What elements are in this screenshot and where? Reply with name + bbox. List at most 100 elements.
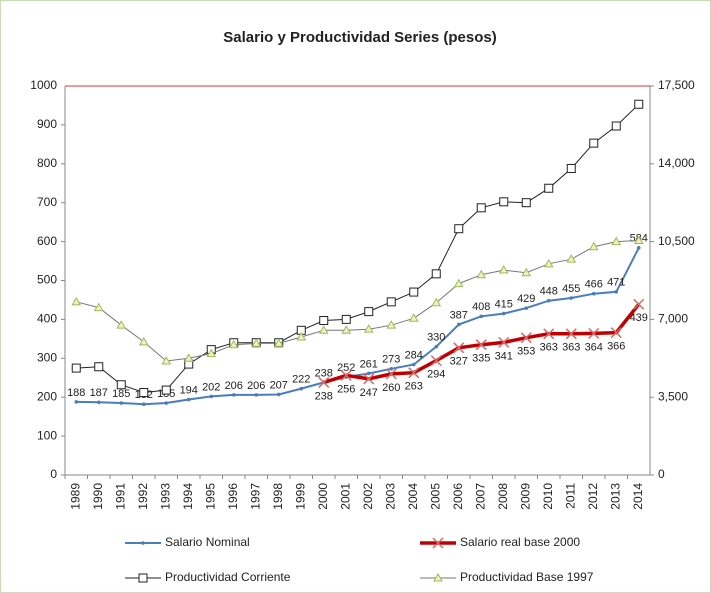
x-tick-label: 2009 (518, 483, 532, 510)
data-label: 335 (472, 353, 490, 365)
marker (71, 363, 81, 373)
x-tick-label: 2003 (383, 483, 397, 510)
marker (498, 336, 510, 348)
legend-label: Productividad Corriente (165, 570, 291, 584)
legend-label: Salario real base 2000 (460, 535, 580, 549)
data-label: 256 (337, 383, 355, 395)
marker (228, 339, 239, 349)
marker (521, 267, 532, 277)
marker (161, 355, 172, 365)
marker (566, 254, 577, 263)
marker (364, 307, 374, 317)
y2-tick-label: 7,000 (658, 312, 688, 326)
x-tick-label: 1989 (68, 483, 82, 510)
y-tick-label: 800 (37, 156, 57, 170)
data-label: 341 (495, 350, 513, 362)
data-label: 206 (225, 380, 243, 392)
x-tick-label: 2012 (586, 483, 600, 510)
marker (633, 298, 645, 310)
series-line (76, 247, 640, 406)
data-label: 366 (607, 341, 625, 353)
marker (164, 401, 169, 405)
marker (408, 313, 419, 322)
y2-tick-label: 10,500 (658, 234, 695, 248)
x-tick-label: 2002 (361, 483, 375, 510)
marker (341, 314, 351, 324)
data-label: 466 (585, 279, 603, 291)
marker (319, 316, 329, 326)
data-label: 263 (405, 381, 423, 393)
data-label: 238 (315, 367, 333, 379)
marker (71, 296, 82, 306)
marker (588, 241, 599, 251)
data-label: 327 (450, 356, 468, 368)
x-tick-label: 1990 (91, 483, 105, 510)
marker (363, 324, 374, 333)
marker (385, 368, 397, 380)
marker (433, 572, 443, 582)
marker (141, 541, 145, 545)
marker (520, 332, 532, 344)
x-tick-label: 2014 (631, 483, 645, 510)
data-label: 261 (360, 358, 378, 370)
marker (94, 362, 104, 372)
marker (251, 338, 262, 347)
marker (633, 235, 644, 244)
marker (431, 297, 442, 307)
marker (411, 362, 416, 367)
marker (340, 369, 352, 381)
marker (273, 338, 284, 347)
marker (476, 203, 486, 213)
x-tick-label: 1994 (181, 483, 195, 510)
y2-tick-label: 3,500 (658, 389, 688, 403)
data-label: 294 (427, 369, 445, 381)
data-label: 207 (270, 379, 288, 391)
marker (276, 392, 281, 397)
x-tick-label: 2006 (451, 483, 465, 510)
marker (431, 269, 441, 279)
legend-label: Productividad Base 1997 (460, 570, 594, 584)
marker (141, 402, 146, 407)
marker (341, 325, 352, 334)
marker (74, 400, 79, 404)
data-label: 415 (495, 298, 513, 310)
x-tick-label: 2007 (473, 483, 487, 510)
marker (363, 373, 375, 385)
series-line (76, 240, 639, 362)
marker (93, 302, 104, 312)
marker (566, 163, 576, 173)
marker (453, 278, 464, 288)
x-tick-label: 1995 (203, 483, 217, 510)
y-tick-label: 300 (37, 350, 57, 364)
marker (206, 348, 217, 358)
x-tick-label: 1991 (113, 483, 127, 510)
marker (96, 400, 101, 405)
chart-title: Salario y Productividad Series (pesos) (223, 29, 496, 46)
marker (611, 236, 622, 246)
data-label: 364 (585, 341, 603, 353)
marker (138, 573, 148, 583)
marker (614, 289, 619, 294)
data-label: 206 (247, 380, 265, 392)
marker (432, 537, 444, 549)
marker (636, 246, 641, 250)
data-label: 273 (382, 354, 400, 366)
data-label: 260 (382, 382, 400, 394)
data-label: 455 (562, 283, 580, 295)
data-label: 363 (540, 342, 558, 354)
data-label: 448 (540, 286, 558, 298)
marker (543, 328, 555, 340)
x-tick-label: 2011 (563, 483, 577, 509)
marker (183, 353, 194, 362)
marker (119, 401, 124, 405)
marker (386, 320, 397, 329)
x-tick-label: 2000 (316, 483, 330, 510)
marker (454, 224, 464, 234)
x-tick-label: 1992 (136, 483, 150, 510)
y-tick-label: 0 (50, 467, 57, 481)
marker (591, 291, 596, 296)
marker (634, 99, 644, 109)
data-label: 222 (292, 374, 310, 386)
data-label: 238 (315, 390, 333, 402)
